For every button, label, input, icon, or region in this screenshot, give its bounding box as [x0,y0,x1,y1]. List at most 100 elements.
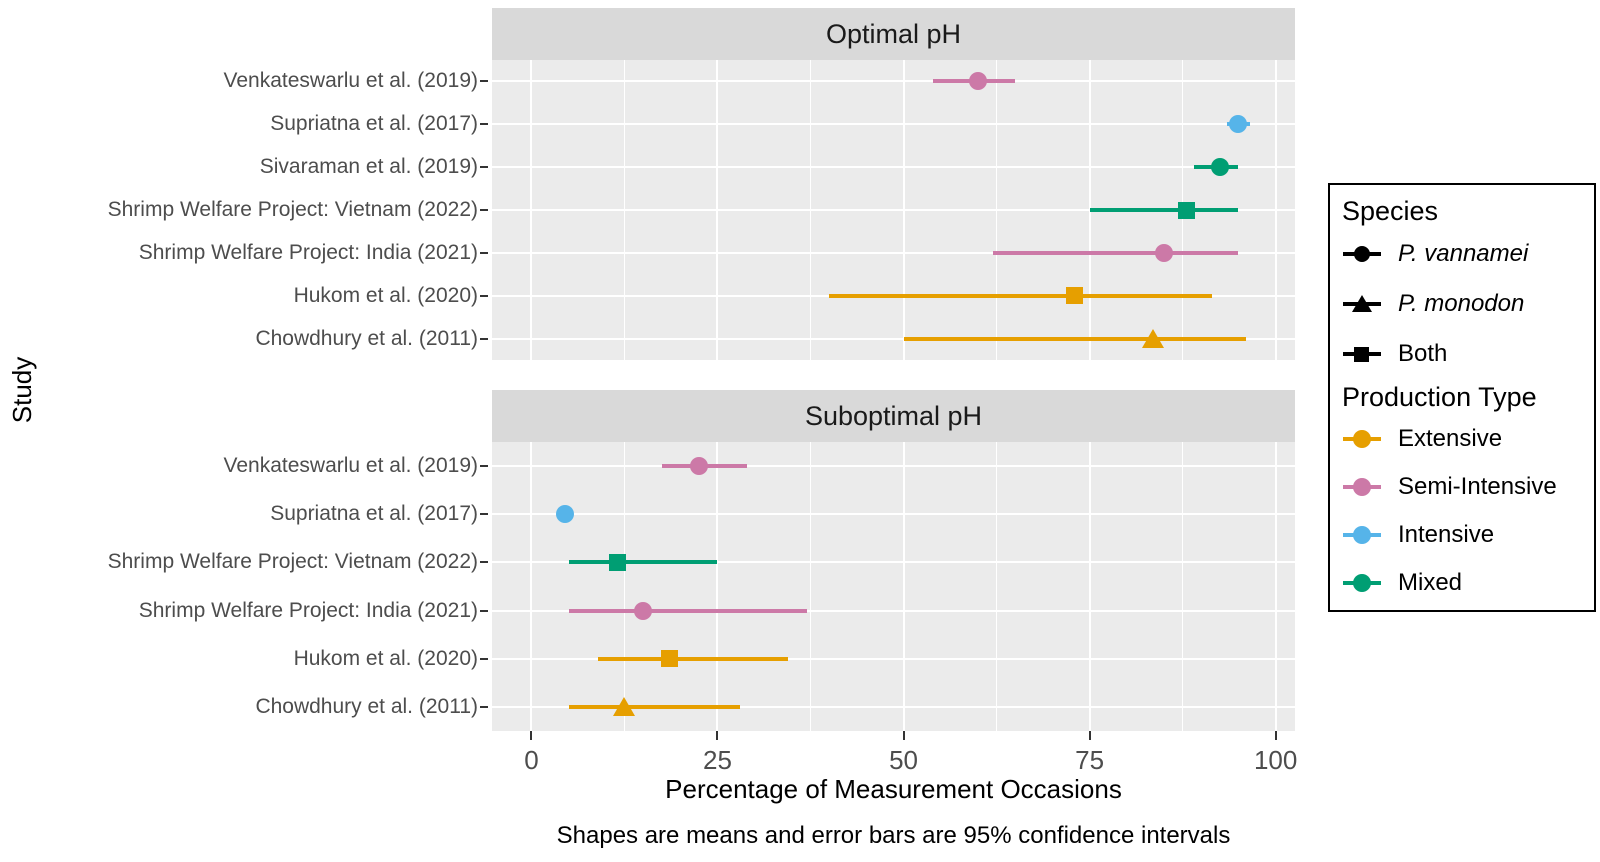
y-axis-label: Chowdhury et al. (2011) [255,326,478,350]
legend-glyph-circle-icon [1342,463,1386,511]
legend-item-production-intensive: Intensive [1342,511,1594,559]
grid-line-vertical-major [1088,442,1091,731]
legend-item-production-mixed: Mixed [1342,559,1594,607]
circle-icon [1353,430,1371,448]
circle-icon [1353,526,1371,544]
x-axis-tick [1088,731,1091,740]
y-axis-tick [480,166,488,169]
x-axis-tick [716,731,719,740]
grid-line-vertical-minor [996,442,998,731]
legend-glyph-triangle-icon [1342,279,1386,329]
grid-line-horizontal [492,513,1295,516]
panel-strip-title: Suboptimal pH [804,400,983,431]
grid-line-horizontal [492,251,1295,254]
error-bar [568,608,807,613]
y-axis-label: Hukom et al. (2020) [293,283,478,307]
x-axis-tick [530,731,533,740]
x-axis-tick [902,731,905,740]
legend-title-species: Species [1342,196,1439,226]
grid-line-horizontal [492,465,1295,468]
data-point-circle [555,505,574,524]
error-bar [598,656,789,661]
grid-line-vertical-major [530,442,533,731]
grid-line-horizontal [492,337,1295,340]
y-axis-tick [480,80,488,83]
y-axis-label: Shrimp Welfare Project: Vietnam (2022) [107,550,478,574]
y-axis-label: Sivaraman et al. (2019) [259,155,478,179]
y-axis-tick [480,513,488,516]
grid-line-horizontal [492,80,1295,83]
data-point-circle [1210,158,1229,177]
circle-icon [1353,574,1371,592]
legend-item-label: Mixed [1398,569,1463,596]
grid-line-vertical-minor [1182,442,1184,731]
y-axis-label: Supriatna et al. (2017) [270,502,478,526]
y-axis-label: Shrimp Welfare Project: India (2021) [138,240,478,264]
data-point-triangle [1141,328,1164,348]
y-axis-label: Venkateswarlu et al. (2019) [223,69,478,93]
y-axis-label: Hukom et al. (2020) [293,646,478,670]
legend-item-species-triangle: P. monodon [1342,279,1594,329]
x-axis-tick [1274,731,1277,740]
data-point-circle [634,601,653,620]
legend-glyph-circle-icon [1342,229,1386,279]
grid-line-horizontal [492,657,1295,660]
legend-item-species-square: Both [1342,329,1594,379]
legend-production-items: Extensive Semi-Intensive Intensive Mixed [1342,415,1594,607]
y-axis-label: Venkateswarlu et al. (2019) [223,454,478,478]
panel-optimal-ph [492,60,1295,360]
legend-item-label: P. vannamei [1398,240,1529,267]
data-point-circle [968,72,987,91]
legend-glyph-circle-icon [1342,559,1386,607]
legend-glyph-square-icon [1342,329,1386,379]
panel-strip-optimal-ph: Optimal pH [492,8,1295,60]
error-bar [992,250,1239,255]
legend-item-production-semi-intensive: Semi-Intensive [1342,463,1594,511]
legend-title-production: Production Type [1342,382,1537,412]
grid-line-horizontal [492,123,1295,126]
legend-item-label: Intensive [1398,521,1495,548]
data-point-circle [1155,243,1174,262]
y-axis-tick [480,123,488,126]
legend-item-species-circle: P. vannamei [1342,229,1594,279]
x-tick-label: 50 [889,745,918,775]
grid-line-horizontal [492,166,1295,169]
legend-item-label: Both [1398,340,1448,367]
grid-line-vertical-minor [810,442,812,731]
y-axis-title: Study [7,356,37,424]
y-axis-tick [480,337,488,340]
grid-line-horizontal [492,209,1295,211]
y-axis-tick [480,251,488,254]
y-axis-label: Supriatna et al. (2017) [270,112,478,136]
x-tick-label: 100 [1253,745,1298,775]
legend: Species P. vannamei P. monodon Both Produc… [1328,183,1596,612]
y-axis-tick [480,209,488,211]
square-icon [1354,346,1369,362]
grid-line-vertical-minor [623,442,625,731]
circle-icon [1353,478,1371,496]
legend-item-production-extensive: Extensive [1342,415,1594,463]
grid-line-horizontal [492,609,1295,612]
data-point-triangle [613,696,636,716]
legend-glyph-circle-icon [1342,415,1386,463]
y-axis-tick [480,561,488,564]
circle-icon [1354,246,1370,262]
y-axis-tick [480,705,488,708]
x-axis-title: Percentage of Measurement Occasions [665,774,1122,804]
y-axis-tick [480,465,488,468]
grid-line-horizontal [492,705,1295,708]
y-axis-label: Chowdhury et al. (2011) [255,694,478,718]
triangle-icon [1352,295,1372,312]
y-axis-tick [480,657,488,660]
y-axis-label: Shrimp Welfare Project: Vietnam (2022) [107,198,478,221]
x-tick-label: 25 [703,745,732,775]
data-point-square [1177,201,1195,219]
error-bar [1089,208,1239,212]
grid-line-horizontal [492,561,1295,564]
legend-species-items: P. vannamei P. monodon Both [1342,229,1594,379]
error-bar [568,560,718,565]
panel-strip-title: Optimal pH [825,18,962,49]
y-axis-tick [480,609,488,612]
grid-line-vertical-major [902,442,905,731]
